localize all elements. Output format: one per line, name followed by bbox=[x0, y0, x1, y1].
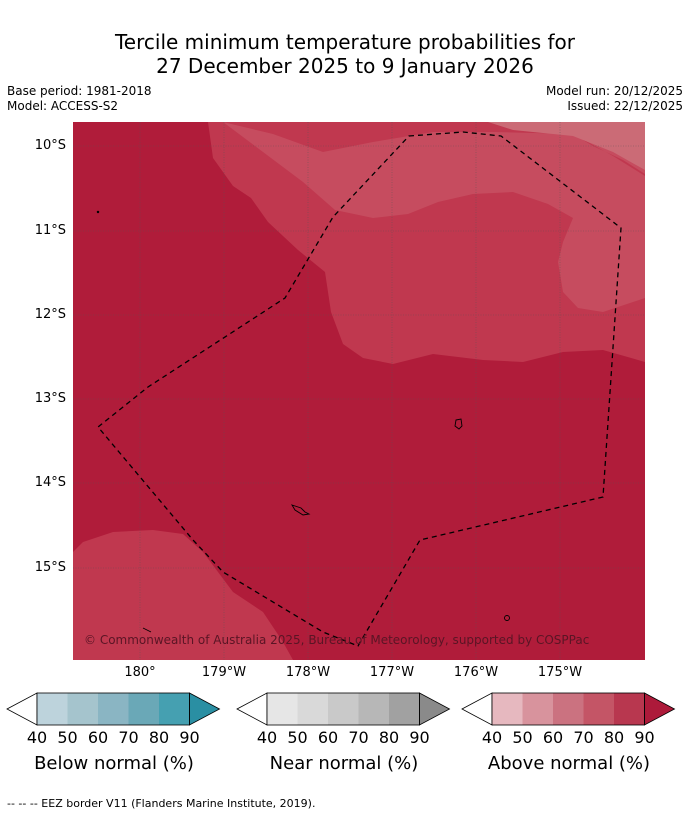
colorbar-tick-label: 80 bbox=[378, 728, 400, 747]
colorbar-extend-low bbox=[236, 692, 268, 726]
colorbar-segment bbox=[614, 693, 645, 725]
issued-date: Issued: 22/12/2025 bbox=[567, 99, 683, 113]
colorbar-tick-label: 50 bbox=[512, 728, 533, 747]
island-niuafo bbox=[290, 504, 311, 516]
colorbar-tick-label: 70 bbox=[348, 728, 369, 747]
colorbar-segment bbox=[358, 693, 389, 725]
copyright-notice: © Commonwealth of Australia 2025, Bureau… bbox=[84, 633, 590, 647]
lon-label-180: 180° bbox=[124, 665, 156, 680]
map-title: Tercile minimum temperature probabilitie… bbox=[0, 30, 690, 78]
islands bbox=[96, 210, 510, 633]
model-name: Model: ACCESS-S2 bbox=[7, 99, 119, 113]
colorbar-tick-label: 50 bbox=[287, 728, 308, 747]
colorbar-segment bbox=[297, 693, 328, 725]
colorbar-tick-label: 80 bbox=[148, 728, 170, 747]
island-small-west bbox=[142, 627, 152, 633]
island-wallis bbox=[454, 418, 463, 430]
lat-label-10s: 10°S bbox=[34, 138, 66, 153]
lon-label-175w: 175°W bbox=[537, 665, 583, 680]
eez-footnote: -- -- -- EEZ border V11 (Flanders Marine… bbox=[7, 797, 316, 810]
title-line-2: 27 December 2025 to 9 January 2026 bbox=[156, 54, 534, 78]
colorbar-tick-label: 90 bbox=[634, 728, 655, 747]
colorbar-extend-high bbox=[419, 692, 451, 726]
lat-label-11s: 11°S bbox=[34, 223, 66, 238]
region-above-80-south bbox=[73, 530, 293, 660]
colorbar-outline bbox=[36, 692, 190, 726]
island-small-east bbox=[504, 615, 510, 621]
probability-map bbox=[73, 122, 645, 660]
meta-right: Model run: 20/12/2025 Issued: 22/12/2025 bbox=[546, 84, 683, 114]
region-above-70 bbox=[223, 122, 645, 312]
lon-label-178w: 178°W bbox=[285, 665, 331, 680]
colorbar-tick-label: 60 bbox=[317, 728, 339, 747]
colorbar-tick-label: 50 bbox=[57, 728, 78, 747]
lat-label-14s: 14°S bbox=[34, 475, 66, 490]
colorbar-label-above: Above normal (%) bbox=[487, 753, 651, 774]
colorbar-tick-label: 80 bbox=[603, 728, 625, 747]
colorbar-segment bbox=[389, 693, 420, 725]
lon-label-177w: 177°W bbox=[369, 665, 415, 680]
lon-label-179w: 179°W bbox=[201, 665, 247, 680]
colorbar-tick-label: 40 bbox=[26, 728, 48, 747]
lat-label-12s: 12°S bbox=[34, 307, 66, 322]
colorbar-segment bbox=[67, 693, 98, 725]
colorbar-extend-high bbox=[189, 692, 221, 726]
title-line-1: Tercile minimum temperature probabilitie… bbox=[114, 30, 576, 54]
colorbar-tick-label: 60 bbox=[542, 728, 564, 747]
colorbar-segment bbox=[37, 693, 68, 725]
colorbar-segment bbox=[583, 693, 614, 725]
colorbar-segment bbox=[553, 693, 584, 725]
colorbar-tick-label: 90 bbox=[179, 728, 200, 747]
colorbar-segment bbox=[522, 693, 553, 725]
eez-border bbox=[97, 131, 622, 647]
base-period: Base period: 1981-2018 bbox=[7, 84, 152, 98]
colorbar-segment bbox=[159, 693, 190, 725]
colorbar-extend-low bbox=[461, 692, 493, 726]
colorbar-tick-label: 90 bbox=[409, 728, 430, 747]
colorbar-segment bbox=[267, 693, 298, 725]
island-dot-nw bbox=[96, 210, 100, 214]
region-above-60 bbox=[488, 122, 645, 170]
colorbar-label-near: Near normal (%) bbox=[269, 753, 419, 774]
colorbar-near-normal bbox=[236, 692, 451, 726]
colorbar-extend-low bbox=[6, 692, 38, 726]
colorbar-tick-label: 40 bbox=[481, 728, 503, 747]
colorbar-outline bbox=[266, 692, 420, 726]
colorbar-label-below: Below normal (%) bbox=[34, 753, 194, 774]
model-run: Model run: 20/12/2025 bbox=[545, 84, 683, 98]
lat-label-15s: 15°S bbox=[34, 560, 66, 575]
colorbar-below-normal bbox=[6, 692, 221, 726]
colorbar-extend-high bbox=[644, 692, 676, 726]
colorbar-outline bbox=[491, 692, 645, 726]
colorbar-tick-label: 60 bbox=[87, 728, 109, 747]
colorbar-tick-label: 70 bbox=[118, 728, 139, 747]
meta-left: Base period: 1981-2018 Model: ACCESS-S2 bbox=[7, 84, 152, 114]
colorbars bbox=[6, 692, 676, 726]
colorbar-tick-label: 40 bbox=[256, 728, 278, 747]
lon-label-176w: 176°W bbox=[453, 665, 499, 680]
colorbar-segment bbox=[492, 693, 523, 725]
colorbar-above-normal bbox=[461, 692, 676, 726]
lat-label-13s: 13°S bbox=[34, 391, 66, 406]
colorbar-segment bbox=[328, 693, 359, 725]
colorbar-segment bbox=[128, 693, 159, 725]
graticule bbox=[73, 122, 645, 660]
colorbar-segment bbox=[98, 693, 129, 725]
colorbar-tick-label: 70 bbox=[573, 728, 594, 747]
